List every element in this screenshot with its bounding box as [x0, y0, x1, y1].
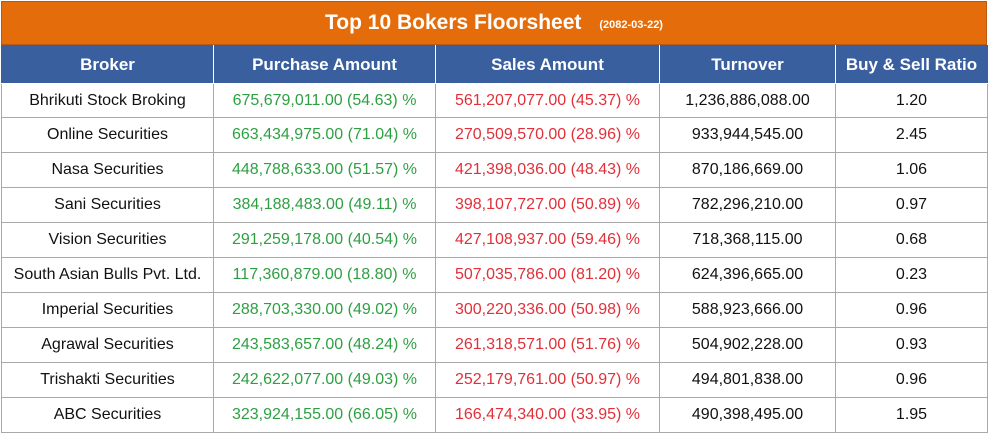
table-body: Bhrikuti Stock Broking 675,679,011.00 (5…: [1, 83, 988, 433]
cell-sales: 300,220,336.00 (50.98) %: [435, 292, 660, 328]
cell-ratio: 1.20: [835, 83, 988, 118]
title-bar: Top 10 Bokers Floorsheet (2082-03-22): [1, 1, 987, 45]
cell-sales: 166,474,340.00 (33.95) %: [435, 397, 660, 433]
table-row: Bhrikuti Stock Broking 675,679,011.00 (5…: [1, 83, 988, 118]
header-buy-sell-ratio: Buy & Sell Ratio: [835, 45, 988, 84]
page-title: Top 10 Bokers Floorsheet: [325, 11, 582, 34]
cell-ratio: 0.93: [835, 327, 988, 363]
cell-sales: 261,318,571.00 (51.76) %: [435, 327, 660, 363]
table-row: Trishakti Securities 242,622,077.00 (49.…: [1, 362, 988, 398]
header-broker: Broker: [1, 45, 214, 84]
cell-broker: Online Securities: [1, 117, 214, 153]
cell-turnover: 588,923,666.00: [659, 292, 836, 328]
cell-purchase: 448,788,633.00 (51.57) %: [213, 152, 436, 188]
table-row: Online Securities 663,434,975.00 (71.04)…: [1, 117, 988, 153]
cell-broker: ABC Securities: [1, 397, 214, 433]
table-row: ABC Securities 323,924,155.00 (66.05) % …: [1, 397, 988, 433]
cell-broker: Agrawal Securities: [1, 327, 214, 363]
cell-turnover: 782,296,210.00: [659, 187, 836, 223]
cell-broker: Imperial Securities: [1, 292, 214, 328]
table-row: Agrawal Securities 243,583,657.00 (48.24…: [1, 327, 988, 363]
header-turnover: Turnover: [659, 45, 836, 84]
cell-purchase: 675,679,011.00 (54.63) %: [213, 83, 436, 118]
cell-turnover: 718,368,115.00: [659, 222, 836, 258]
cell-purchase: 663,434,975.00 (71.04) %: [213, 117, 436, 153]
cell-broker: Sani Securities: [1, 187, 214, 223]
table-row: Imperial Securities 288,703,330.00 (49.0…: [1, 292, 988, 328]
cell-sales: 270,509,570.00 (28.96) %: [435, 117, 660, 153]
cell-ratio: 1.06: [835, 152, 988, 188]
cell-purchase: 117,360,879.00 (18.80) %: [213, 257, 436, 293]
cell-turnover: 1,236,886,088.00: [659, 83, 836, 118]
cell-purchase: 242,622,077.00 (49.03) %: [213, 362, 436, 398]
header-row: Broker Purchase Amount Sales Amount Turn…: [1, 45, 988, 84]
header-purchase-amount: Purchase Amount: [213, 45, 436, 84]
cell-purchase: 288,703,330.00 (49.02) %: [213, 292, 436, 328]
cell-turnover: 494,801,838.00: [659, 362, 836, 398]
cell-turnover: 490,398,495.00: [659, 397, 836, 433]
cell-ratio: 0.96: [835, 292, 988, 328]
cell-purchase: 243,583,657.00 (48.24) %: [213, 327, 436, 363]
table-row: Sani Securities 384,188,483.00 (49.11) %…: [1, 187, 988, 223]
table-header: Broker Purchase Amount Sales Amount Turn…: [1, 45, 988, 84]
cell-sales: 507,035,786.00 (81.20) %: [435, 257, 660, 293]
cell-ratio: 0.96: [835, 362, 988, 398]
cell-purchase: 323,924,155.00 (66.05) %: [213, 397, 436, 433]
report-date: (2082-03-22): [599, 19, 663, 31]
cell-broker: Bhrikuti Stock Broking: [1, 83, 214, 118]
table-row: Nasa Securities 448,788,633.00 (51.57) %…: [1, 152, 988, 188]
cell-purchase: 291,259,178.00 (40.54) %: [213, 222, 436, 258]
cell-ratio: 2.45: [835, 117, 988, 153]
cell-turnover: 933,944,545.00: [659, 117, 836, 153]
cell-sales: 427,108,937.00 (59.46) %: [435, 222, 660, 258]
cell-sales: 561,207,077.00 (45.37) %: [435, 83, 660, 118]
table-row: South Asian Bulls Pvt. Ltd. 117,360,879.…: [1, 257, 988, 293]
broker-table: Broker Purchase Amount Sales Amount Turn…: [1, 45, 988, 433]
cell-sales: 252,179,761.00 (50.97) %: [435, 362, 660, 398]
table-row: Vision Securities 291,259,178.00 (40.54)…: [1, 222, 988, 258]
cell-broker: South Asian Bulls Pvt. Ltd.: [1, 257, 214, 293]
cell-broker: Trishakti Securities: [1, 362, 214, 398]
cell-ratio: 0.68: [835, 222, 988, 258]
cell-broker: Nasa Securities: [1, 152, 214, 188]
cell-broker: Vision Securities: [1, 222, 214, 258]
cell-ratio: 0.23: [835, 257, 988, 293]
header-sales-amount: Sales Amount: [435, 45, 660, 84]
cell-turnover: 624,396,665.00: [659, 257, 836, 293]
cell-sales: 421,398,036.00 (48.43) %: [435, 152, 660, 188]
cell-turnover: 504,902,228.00: [659, 327, 836, 363]
cell-ratio: 0.97: [835, 187, 988, 223]
cell-sales: 398,107,727.00 (50.89) %: [435, 187, 660, 223]
cell-ratio: 1.95: [835, 397, 988, 433]
cell-purchase: 384,188,483.00 (49.11) %: [213, 187, 436, 223]
cell-turnover: 870,186,669.00: [659, 152, 836, 188]
